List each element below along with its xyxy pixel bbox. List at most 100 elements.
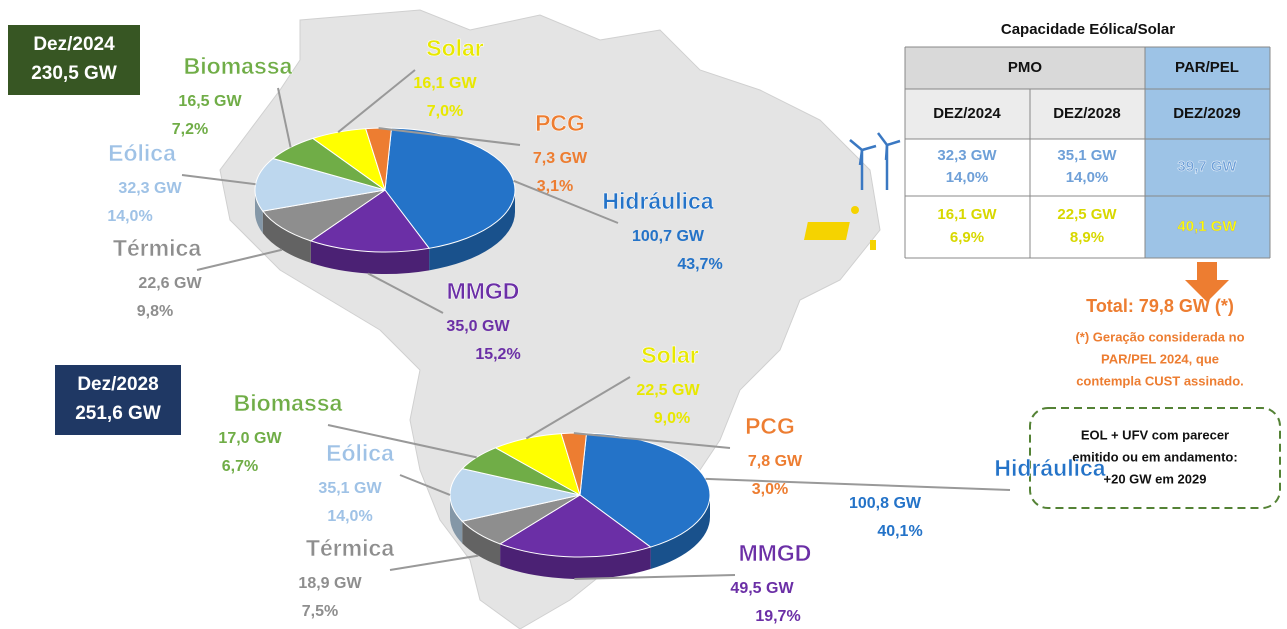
slice-name: Hidráulica	[994, 455, 1105, 481]
leader-line	[389, 554, 479, 571]
slice-side	[500, 543, 651, 579]
cell: 8,9%	[1070, 229, 1104, 246]
chart-title: Dez/2024	[33, 34, 115, 55]
total: Total: 79,8 GW (*)	[1086, 296, 1234, 316]
note: PAR/PEL 2024, que	[1101, 351, 1219, 366]
slice-value: 35,1 GW	[318, 480, 382, 497]
leader-line	[181, 174, 256, 186]
slice-name: Biomassa	[234, 390, 343, 416]
slice	[254, 157, 386, 212]
slice-value: 17,0 GW	[218, 430, 282, 447]
slice	[560, 432, 588, 496]
slice-percent: 7,0%	[427, 103, 463, 120]
slice-value: 16,1 GW	[413, 75, 477, 92]
callout-text: +20 GW em 2029	[1104, 471, 1207, 486]
down-arrow	[1185, 262, 1229, 302]
callout-box	[1029, 407, 1281, 509]
capacity-table: Capacidade Eólica/Solar PMO PAR/PEL DEZ/…	[904, 21, 1271, 259]
callout-text: EOL + UFV com parecer	[1081, 427, 1229, 442]
group-header: PAR/PEL	[1175, 59, 1239, 76]
table-lines	[904, 46, 1271, 259]
leader-line	[378, 127, 521, 146]
slice	[261, 189, 386, 242]
cell: 6,9%	[950, 229, 984, 246]
slice-name: Solar	[426, 35, 484, 61]
chart-total: 230,5 GW	[31, 63, 117, 84]
leader-line	[196, 248, 283, 271]
leader-line	[525, 376, 631, 440]
leader-line	[327, 424, 477, 459]
slice-percent: 9,0%	[654, 410, 690, 427]
slice-side	[310, 240, 430, 274]
cell: 32,3 GW	[937, 147, 997, 164]
leader-line	[337, 69, 416, 133]
slice-percent: 6,7%	[222, 458, 258, 475]
leader-line	[574, 574, 736, 580]
slice-percent: 14,0%	[107, 208, 152, 225]
slice	[365, 127, 393, 191]
slice-value: 49,5 GW	[730, 580, 794, 597]
slice-side	[462, 521, 501, 566]
slice-name: Eólica	[108, 140, 176, 166]
column-header: DEZ/2028	[1053, 105, 1121, 122]
slice-side	[262, 211, 311, 263]
slice-name: MMGD	[739, 540, 812, 566]
slice-name: Hidráulica	[602, 188, 713, 214]
cell: 39,7 GW	[1177, 158, 1237, 175]
column-header: DEZ/2024	[933, 105, 1001, 122]
slice-name: Térmica	[113, 235, 201, 261]
leader-line	[367, 272, 444, 314]
cell: 14,0%	[1066, 169, 1109, 186]
year-box	[8, 25, 140, 95]
leader-line	[705, 477, 1011, 491]
slice-percent: 9,8%	[137, 303, 173, 320]
leader-line	[513, 179, 619, 224]
slice-percent: 15,2%	[475, 346, 520, 363]
slice-value: 100,7 GW	[632, 228, 705, 245]
slice	[309, 189, 431, 253]
slice-value: 32,3 GW	[118, 180, 182, 197]
slice-side	[450, 495, 463, 544]
slice-percent: 7,5%	[302, 603, 338, 620]
slice-name: MMGD	[447, 278, 520, 304]
table-title: Capacidade Eólica/Solar	[1001, 21, 1175, 38]
cell: 35,1 GW	[1057, 147, 1117, 164]
slice-value: 22,6 GW	[138, 275, 202, 292]
slice-value: 35,0 GW	[446, 318, 510, 335]
slice-value: 16,5 GW	[178, 93, 242, 110]
slice-value: 22,5 GW	[636, 382, 700, 399]
leader-line	[399, 474, 451, 496]
callout-text: emitido ou em andamento:	[1072, 449, 1237, 464]
slice-side	[429, 190, 515, 271]
slice-value: 7,8 GW	[748, 453, 803, 470]
slice-percent: 40,1%	[877, 523, 922, 540]
chart-total: 251,6 GW	[75, 403, 161, 424]
slice-percent: 19,7%	[755, 608, 800, 625]
slice-value: 7,3 GW	[533, 150, 588, 167]
cell: 16,1 GW	[937, 206, 997, 223]
leader-line	[573, 432, 731, 449]
cell: 40,1 GW	[1177, 218, 1237, 235]
slice-name: Solar	[641, 342, 699, 368]
slice-side	[650, 495, 710, 570]
slice-percent: 14,0%	[327, 508, 372, 525]
slice-name: PCG	[745, 413, 795, 439]
cell: 22,5 GW	[1057, 206, 1117, 223]
slice-percent: 43,7%	[677, 256, 722, 273]
wind-icon	[849, 132, 901, 190]
cell: 14,0%	[946, 169, 989, 186]
slice-percent: 3,0%	[752, 481, 788, 498]
slice-name: PCG	[535, 110, 585, 136]
slice-percent: 7,2%	[172, 121, 208, 138]
header-cell	[905, 89, 1145, 139]
group-header: PMO	[1008, 59, 1043, 76]
slice-value: 18,9 GW	[298, 575, 362, 592]
year-box	[55, 365, 181, 435]
solar-icon	[803, 206, 876, 250]
slice-name: Biomassa	[184, 53, 293, 79]
slice	[498, 494, 652, 558]
note: (*) Geração considerada no	[1075, 329, 1244, 344]
leader-line	[277, 87, 292, 148]
column-header: DEZ/2029	[1173, 105, 1241, 122]
